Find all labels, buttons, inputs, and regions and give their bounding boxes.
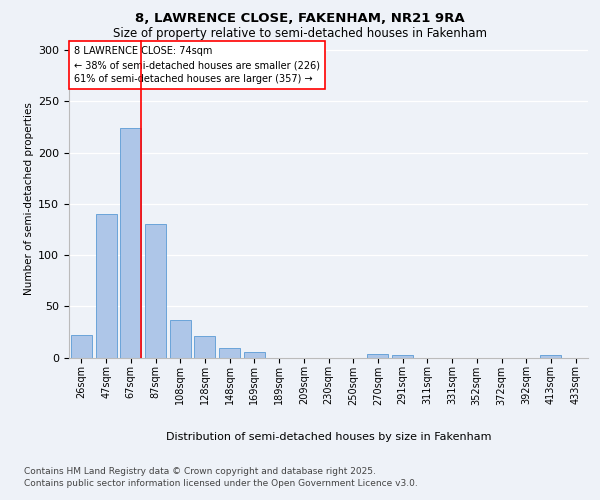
Bar (367, 354, 388, 358)
Text: 8 LAWRENCE CLOSE: 74sqm
← 38% of semi-detached houses are smaller (226)
61% of s: 8 LAWRENCE CLOSE: 74sqm ← 38% of semi-de… (74, 46, 320, 84)
Bar (244, 352, 265, 358)
Bar (392, 356, 413, 358)
Bar (170, 320, 191, 358)
Text: 8, LAWRENCE CLOSE, FAKENHAM, NR21 9RA: 8, LAWRENCE CLOSE, FAKENHAM, NR21 9RA (135, 12, 465, 26)
Text: Contains public sector information licensed under the Open Government Licence v3: Contains public sector information licen… (24, 479, 418, 488)
Y-axis label: Number of semi-detached properties: Number of semi-detached properties (24, 102, 34, 295)
Text: Contains HM Land Registry data © Crown copyright and database right 2025.: Contains HM Land Registry data © Crown c… (24, 468, 376, 476)
Bar (120, 128, 141, 358)
Bar (194, 336, 215, 357)
Bar (71, 335, 92, 357)
Bar (541, 356, 562, 358)
Bar (95, 214, 116, 358)
Text: Size of property relative to semi-detached houses in Fakenham: Size of property relative to semi-detach… (113, 28, 487, 40)
Bar (219, 348, 240, 358)
Text: Distribution of semi-detached houses by size in Fakenham: Distribution of semi-detached houses by … (166, 432, 491, 442)
Bar (145, 224, 166, 358)
